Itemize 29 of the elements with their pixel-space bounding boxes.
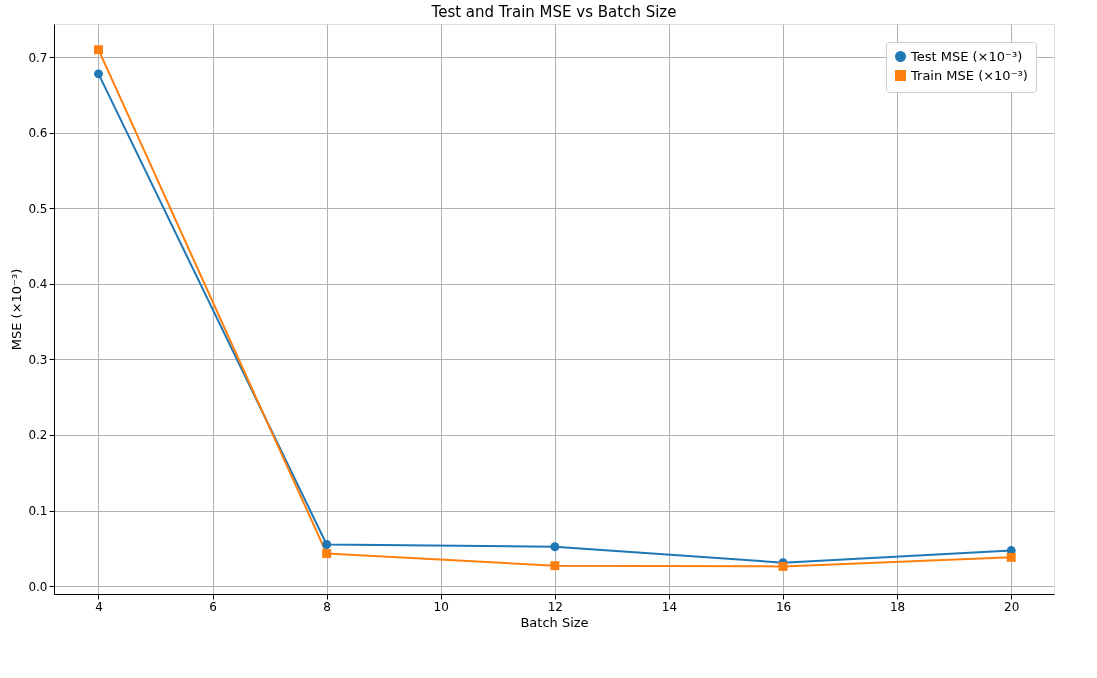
- y-tick-label: 0.0: [28, 579, 48, 594]
- y-tick-label: 0.6: [28, 126, 48, 141]
- y-tick-label: 0.5: [28, 201, 48, 216]
- point: [94, 45, 103, 55]
- legend-label: Train MSE (×10⁻³): [910, 67, 1028, 83]
- y-tick-label: 0.2: [28, 428, 48, 443]
- y-tick-label: 0.3: [28, 352, 48, 367]
- point: [550, 542, 560, 552]
- point: [1006, 552, 1016, 562]
- x-tick-label: 6: [209, 599, 217, 614]
- x-tick-label: 4: [95, 599, 103, 614]
- y-axis-title: MSE (×10⁻³): [9, 268, 25, 351]
- y-tick-label: 0.4: [28, 277, 48, 292]
- x-axis-title: Batch Size: [520, 614, 589, 630]
- legend-label: Test MSE (×10⁻³): [910, 48, 1023, 64]
- point: [550, 561, 560, 571]
- point: [94, 69, 103, 79]
- x-tick-label: 10: [433, 599, 449, 614]
- x-tick-label: 18: [889, 599, 906, 614]
- x-tick-label: 12: [547, 599, 563, 614]
- point: [322, 540, 332, 549]
- chart-title: Test and Train MSE vs Batch Size: [430, 3, 677, 21]
- y-tick-label: 0.7: [28, 50, 48, 65]
- point: [322, 549, 332, 559]
- x-tick-label: 8: [323, 599, 331, 614]
- y-tick-label: 0.1: [28, 504, 48, 519]
- x-tick-label: 14: [661, 599, 678, 614]
- x-tick-label: 20: [1004, 599, 1020, 614]
- x-tick-label: 16: [775, 599, 792, 614]
